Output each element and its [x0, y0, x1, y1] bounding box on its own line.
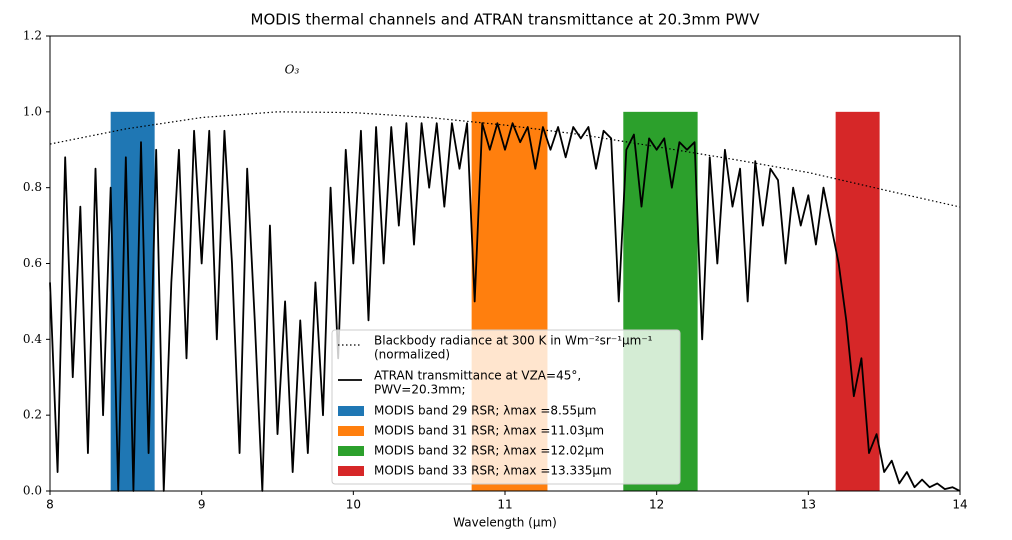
- y-tick-label: 0.4: [23, 332, 42, 346]
- transmittance-line: [49, 122, 961, 492]
- x-tick-label: 12: [649, 498, 664, 512]
- legend-label: MODIS band 32 RSR; λmax =12.02μm: [374, 444, 604, 458]
- y-tick-label: 0.2: [23, 408, 42, 422]
- y-tick-label: 1.0: [23, 104, 42, 118]
- x-axis-label: Wavelength (μm): [453, 516, 557, 530]
- legend-label: MODIS band 29 RSR; λmax =8.55μm: [374, 404, 596, 418]
- y-tick-label: 0.8: [23, 180, 42, 194]
- x-tick-label: 8: [46, 498, 54, 512]
- chart-title: MODIS thermal channels and ATRAN transmi…: [251, 11, 761, 29]
- x-tick-label: 9: [198, 498, 206, 512]
- band: [835, 111, 880, 491]
- y-tick-label: 1.2: [23, 29, 42, 43]
- x-tick-label: 10: [346, 498, 361, 512]
- legend-label: MODIS band 33 RSR; λmax =13.335μm: [374, 464, 612, 478]
- legend-label: Blackbody radiance at 300 K in Wm⁻²sr⁻¹μ…: [374, 334, 653, 348]
- x-tick-label: 14: [952, 498, 967, 512]
- legend-label: PWV=20.3mm;: [374, 383, 466, 397]
- y-tick-label: 0.6: [23, 256, 42, 270]
- legend-label: MODIS band 31 RSR; λmax =11.03μm: [374, 424, 604, 438]
- blackbody-line: [49, 111, 961, 208]
- legend-box: [331, 329, 681, 485]
- legend-label: (normalized): [374, 348, 450, 362]
- legend-swatch: [338, 466, 364, 476]
- legend-swatch: [338, 426, 364, 436]
- y-tick-label: 0.0: [23, 484, 42, 498]
- annotation: O₃: [285, 63, 300, 77]
- x-tick-label: 13: [801, 498, 816, 512]
- legend-swatch: [338, 406, 364, 416]
- x-tick-label: 11: [497, 498, 512, 512]
- legend-label: ATRAN transmittance at VZA=45°,: [374, 369, 581, 383]
- legend-swatch: [338, 446, 364, 456]
